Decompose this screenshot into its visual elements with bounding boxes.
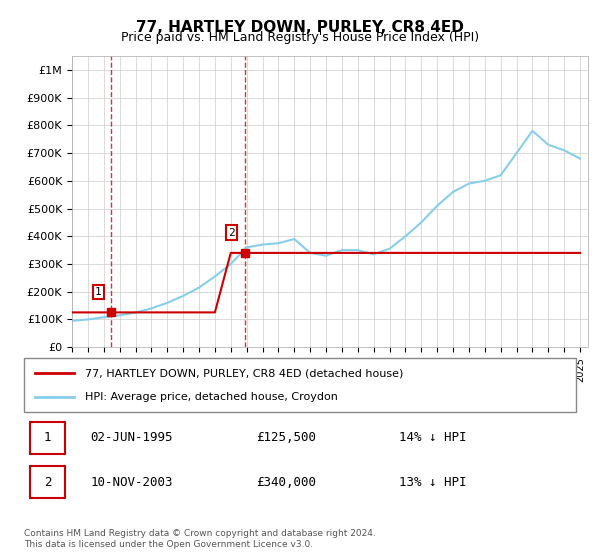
Text: 2: 2 bbox=[229, 228, 235, 237]
Text: Contains HM Land Registry data © Crown copyright and database right 2024.
This d: Contains HM Land Registry data © Crown c… bbox=[24, 529, 376, 549]
Text: 77, HARTLEY DOWN, PURLEY, CR8 4ED: 77, HARTLEY DOWN, PURLEY, CR8 4ED bbox=[136, 20, 464, 35]
Text: 14% ↓ HPI: 14% ↓ HPI bbox=[400, 431, 467, 445]
Text: 13% ↓ HPI: 13% ↓ HPI bbox=[400, 475, 467, 488]
Text: 02-JUN-1995: 02-JUN-1995 bbox=[90, 431, 173, 445]
Text: Price paid vs. HM Land Registry's House Price Index (HPI): Price paid vs. HM Land Registry's House … bbox=[121, 31, 479, 44]
Text: 2: 2 bbox=[44, 475, 52, 488]
Text: 77, HARTLEY DOWN, PURLEY, CR8 4ED (detached house): 77, HARTLEY DOWN, PURLEY, CR8 4ED (detac… bbox=[85, 368, 403, 379]
Text: 1: 1 bbox=[95, 287, 101, 297]
Text: 1: 1 bbox=[44, 431, 52, 445]
FancyBboxPatch shape bbox=[29, 466, 65, 498]
Text: HPI: Average price, detached house, Croydon: HPI: Average price, detached house, Croy… bbox=[85, 391, 338, 402]
Text: £125,500: £125,500 bbox=[256, 431, 316, 445]
FancyBboxPatch shape bbox=[24, 358, 576, 412]
FancyBboxPatch shape bbox=[29, 422, 65, 454]
Text: £340,000: £340,000 bbox=[256, 475, 316, 488]
Text: 10-NOV-2003: 10-NOV-2003 bbox=[90, 475, 173, 488]
